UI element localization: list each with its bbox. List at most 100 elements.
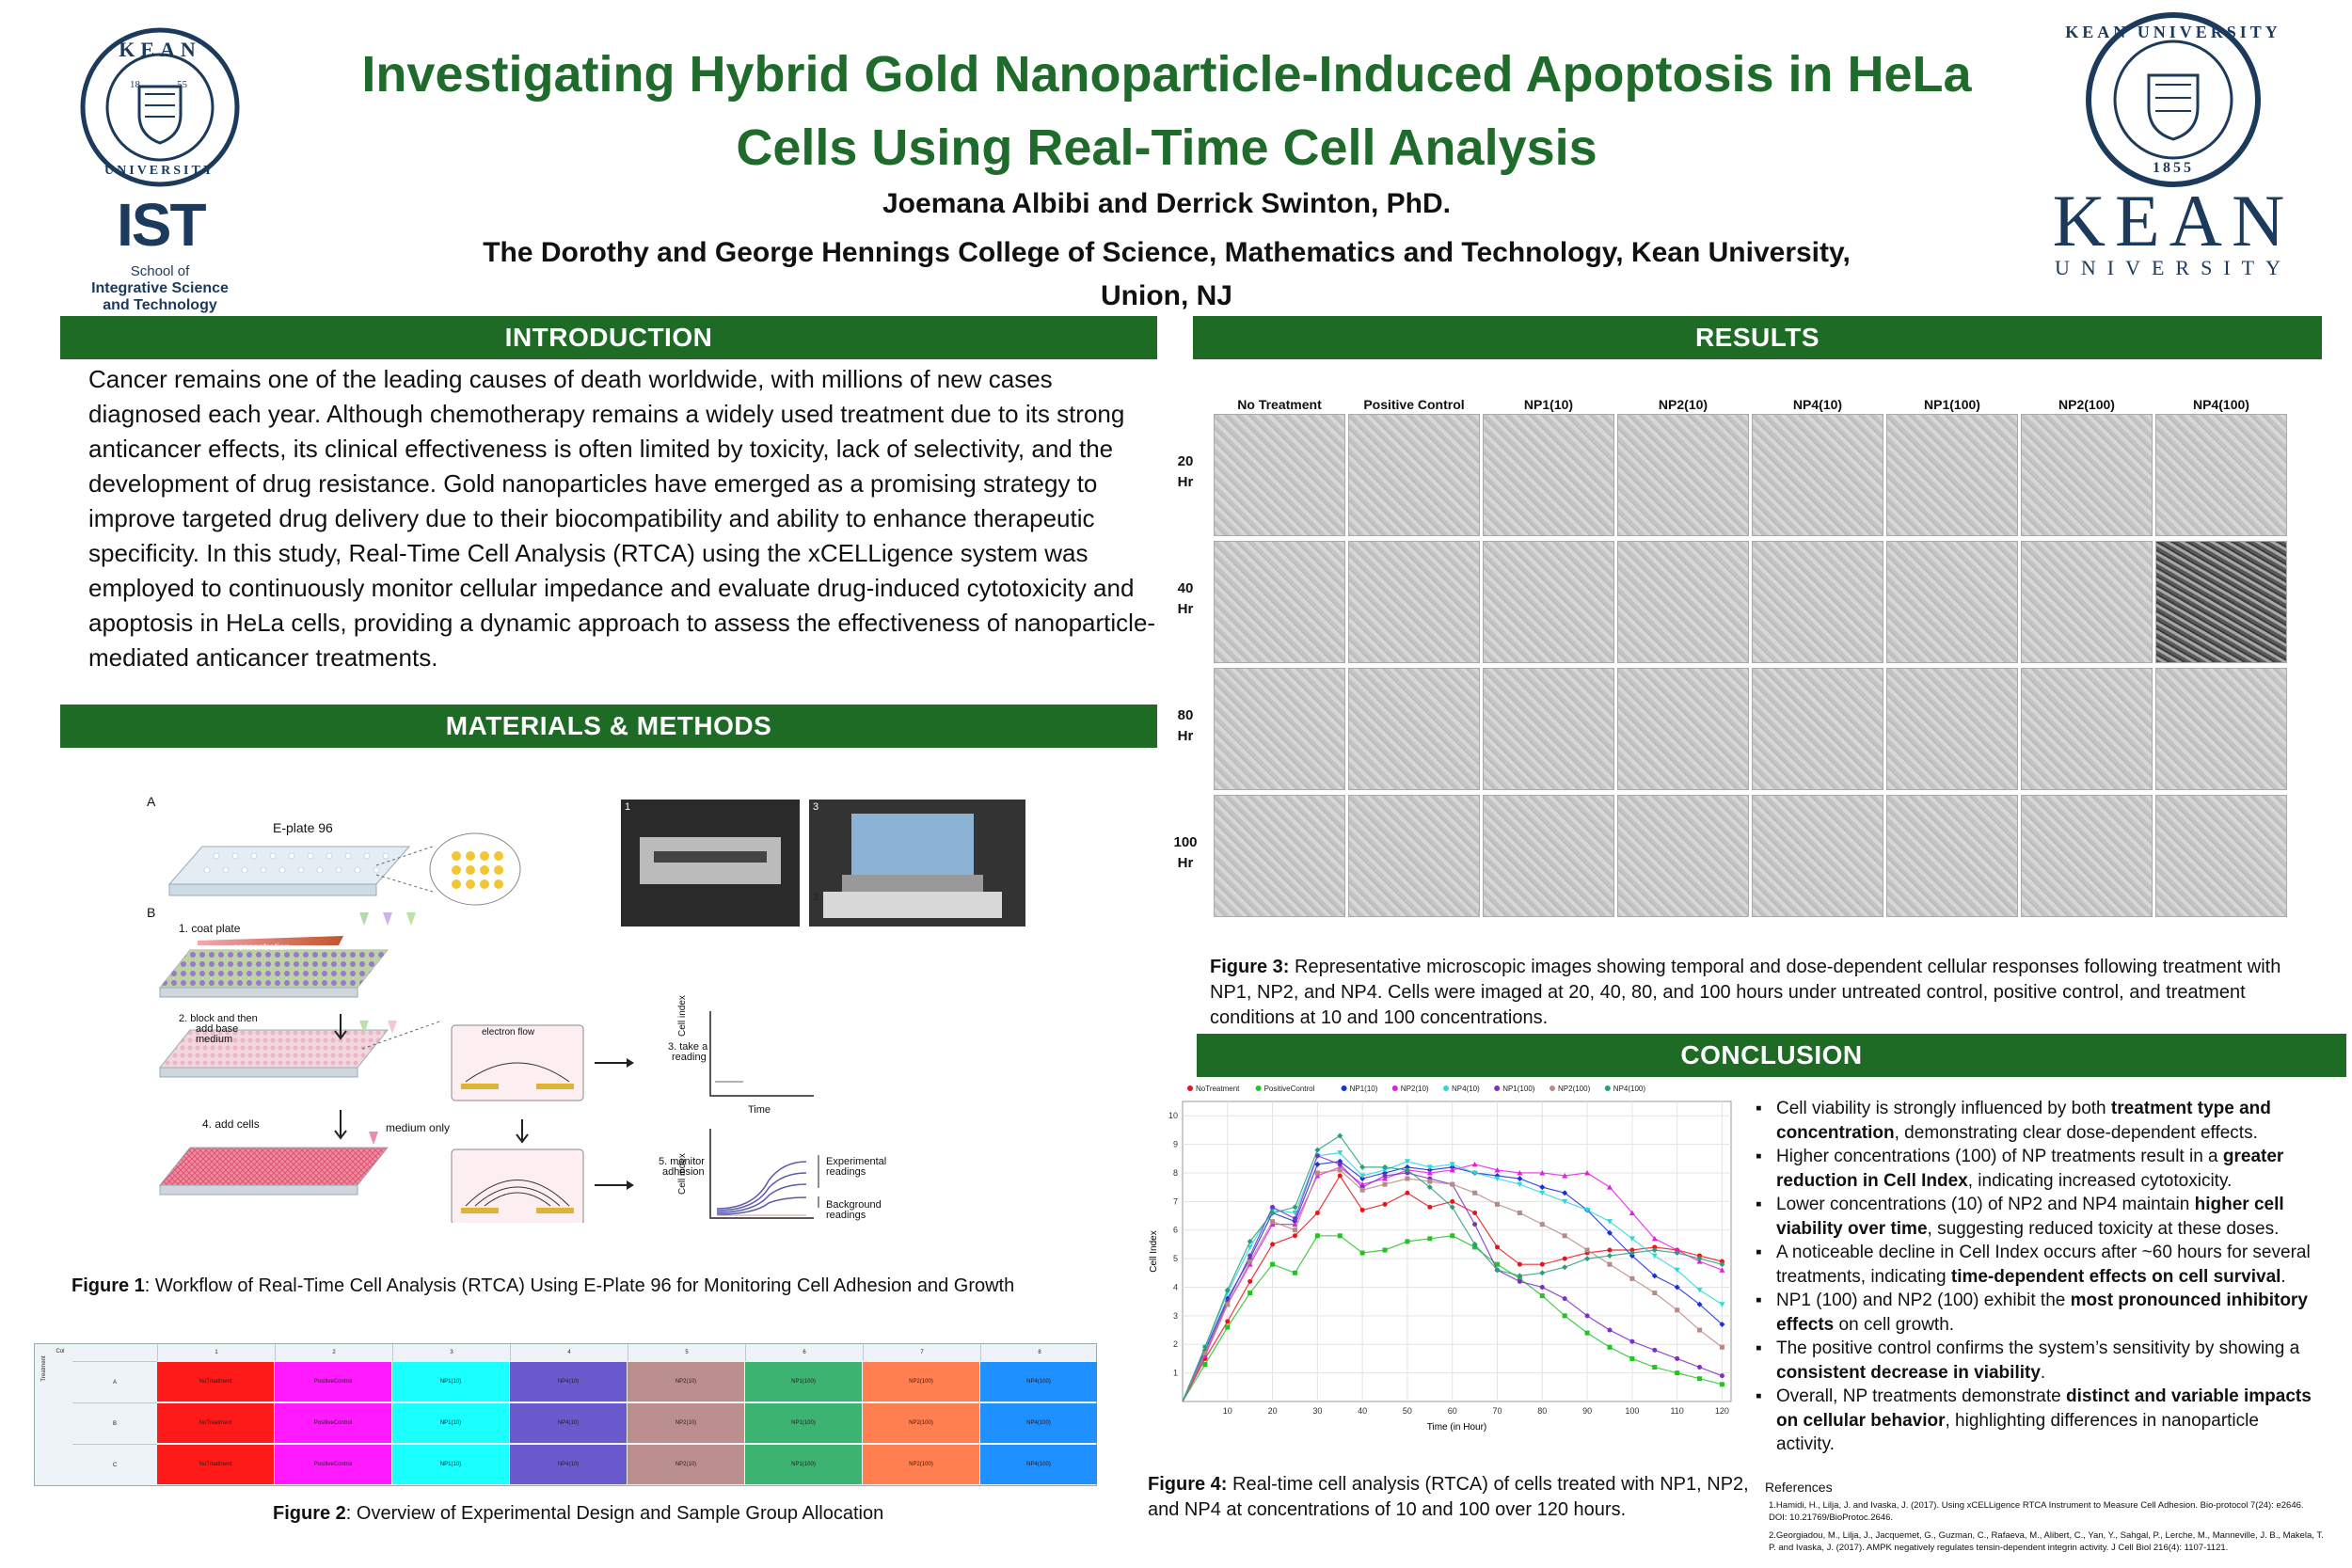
x-tick-label: 60 xyxy=(1448,1406,1457,1416)
data-point xyxy=(1517,1210,1522,1215)
data-point xyxy=(1719,1267,1725,1273)
data-point xyxy=(1292,1233,1297,1239)
table-group-cell: NP2(100) xyxy=(863,1362,979,1402)
table-group-cell: NP2(10) xyxy=(628,1403,744,1443)
data-point xyxy=(1517,1169,1523,1176)
conclusion-text: , suggesting reduced toxicity at these d… xyxy=(1927,1218,2280,1239)
university-wordmark: UNIVERSITY xyxy=(2055,256,2292,279)
conclusion-emphasis: distinct and variable impacts on cellula… xyxy=(1776,1386,2312,1431)
data-point xyxy=(1629,1338,1635,1344)
conclusion-text: , indicating increased cytotoxicity. xyxy=(1967,1170,2233,1191)
data-point xyxy=(1405,1176,1410,1181)
table-group-cell: NP1(10) xyxy=(392,1403,509,1443)
legend-label: PositiveControl xyxy=(1264,1085,1315,1093)
legend-label: NP1(10) xyxy=(1350,1085,1378,1093)
seal-ring-text: KEAN UNIVERSITY xyxy=(2065,23,2281,41)
rtca-workflow-diagram xyxy=(158,800,1025,1226)
data-point xyxy=(1337,1132,1343,1139)
micro-row-header: 40 Hr xyxy=(1167,578,1204,620)
data-point xyxy=(1472,1210,1478,1215)
micro-image xyxy=(2155,414,2287,536)
data-point xyxy=(1562,1233,1567,1239)
step-1-label: 1. coat plate xyxy=(179,922,241,935)
micro-image xyxy=(1752,414,1883,536)
figure-4-caption-label: Figure 4: xyxy=(1148,1474,1228,1495)
data-point xyxy=(1652,1244,1658,1250)
data-point xyxy=(1495,1261,1501,1267)
table-group-cell: NP1(100) xyxy=(745,1403,862,1443)
micro-column-header: No Treatment xyxy=(1237,397,1322,412)
data-point xyxy=(1651,1246,1658,1253)
figure-1-caption-text: : Workflow of Real-Time Cell Analysis (R… xyxy=(144,1275,1015,1296)
legend-marker xyxy=(1255,1085,1262,1091)
data-point xyxy=(1517,1275,1522,1281)
conclusion-item: Lower concentrations (10) of NP2 and NP4… xyxy=(1756,1193,2320,1241)
conclusion-item: Overall, NP treatments demonstrate disti… xyxy=(1756,1385,2320,1457)
data-point xyxy=(1629,1355,1635,1361)
data-point xyxy=(1539,1222,1545,1227)
reference-1: 1.Hamidi, H., Lilja, J. and Ivaska, J. (… xyxy=(1769,1500,2304,1523)
data-point xyxy=(1584,1313,1590,1319)
data-point xyxy=(1382,1164,1389,1170)
data-point xyxy=(1629,1247,1635,1253)
data-point xyxy=(1359,1187,1365,1193)
conclusion-item: The positive control confirms the system… xyxy=(1756,1337,2320,1385)
micro-image xyxy=(1617,668,1749,790)
panel-a-label: A xyxy=(147,794,156,809)
micro-row-unit: Hr xyxy=(1177,474,1194,490)
data-point xyxy=(1248,1278,1253,1284)
table-group-cell: NP2(10) xyxy=(628,1445,744,1484)
ist-sub-1: School of xyxy=(130,263,190,279)
legend-label: NP4(10) xyxy=(1452,1085,1480,1093)
data-point xyxy=(1539,1184,1546,1191)
data-point xyxy=(1562,1264,1568,1271)
table-group-cell: NP4(10) xyxy=(510,1403,627,1443)
data-point xyxy=(1719,1373,1724,1379)
y-tick-label: 4 xyxy=(1173,1282,1178,1291)
data-point xyxy=(1426,1166,1433,1173)
x-axis-label: Time (in Hour) xyxy=(1427,1422,1487,1433)
conclusion-text: NP1 (100) and NP2 (100) exhibit the xyxy=(1776,1291,2071,1310)
table-group-cell: NoTreatment xyxy=(157,1362,274,1402)
data-point xyxy=(1269,1221,1276,1227)
data-point xyxy=(1471,1170,1478,1176)
data-point xyxy=(1337,1167,1343,1173)
data-point xyxy=(1472,1222,1478,1227)
table-group-cell: NP2(100) xyxy=(863,1445,979,1484)
table-group-cell: NP4(100) xyxy=(980,1445,1097,1484)
data-point xyxy=(1719,1261,1725,1268)
data-point xyxy=(1471,1161,1478,1167)
legend-label: NP1(100) xyxy=(1502,1085,1535,1093)
micro-image xyxy=(1886,541,2018,663)
step-5-line-1: 5. monitor xyxy=(659,1156,705,1167)
micro-column-header: Positive Control xyxy=(1363,397,1465,412)
figure-3-caption-label: Figure 3: xyxy=(1210,957,1290,977)
figure-3-caption: Figure 3: Representative microscopic ima… xyxy=(1210,955,2311,1031)
table-group-cell: NoTreatment xyxy=(157,1445,274,1484)
data-point xyxy=(1404,1166,1410,1173)
ist-sub-2: Integrative Science xyxy=(91,280,229,296)
seal-year: 1855 xyxy=(2153,160,2194,176)
data-point xyxy=(1314,1210,1320,1215)
data-point xyxy=(1697,1365,1703,1370)
micro-image xyxy=(2021,414,2153,536)
data-point xyxy=(1495,1201,1501,1207)
poster-title: Investigating Hybrid Gold Nanoparticle-I… xyxy=(282,38,2051,184)
micro-row-hour: 20 xyxy=(1177,453,1194,469)
micro-row-header: 20 Hr xyxy=(1167,451,1204,493)
data-point xyxy=(1314,1153,1320,1159)
time-axis-label: Time xyxy=(748,1104,771,1116)
data-point xyxy=(1248,1291,1253,1296)
figure-3-microscopy-grid: No Treatment Positive Control NP1(10) NP2(1… xyxy=(1167,397,2296,931)
kean-wordmark: KEAN xyxy=(2052,180,2295,261)
y-tick-label: 10 xyxy=(1168,1111,1178,1120)
data-point xyxy=(1382,1247,1388,1253)
data-point xyxy=(1225,1302,1231,1307)
data-point xyxy=(1449,1166,1455,1173)
y-tick-label: 7 xyxy=(1173,1196,1178,1206)
data-point xyxy=(1629,1275,1635,1281)
reference-2: 2.Georgiadou, M., Lilja, J., Jacquemet, … xyxy=(1769,1530,2324,1553)
micro-image xyxy=(2155,668,2287,790)
data-point xyxy=(1225,1324,1231,1330)
x-tick-label: 10 xyxy=(1223,1406,1232,1416)
